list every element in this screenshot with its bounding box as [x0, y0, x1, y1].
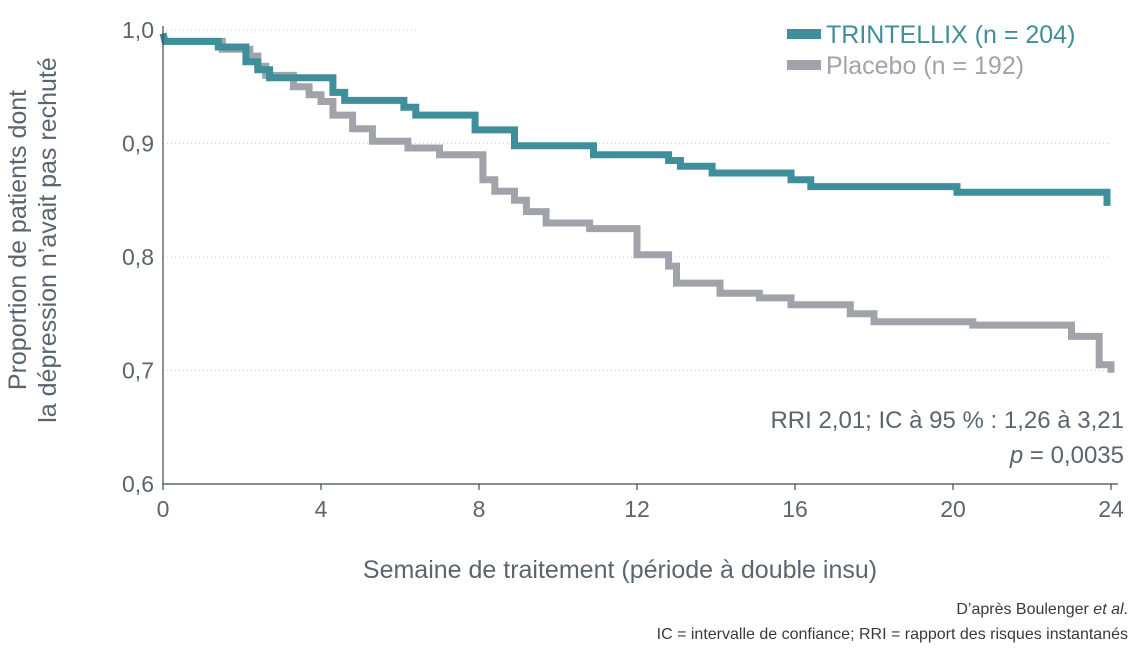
- y-tick-label-4: 1,0: [122, 17, 154, 43]
- legend-swatch-placebo: [787, 60, 821, 70]
- grid-lines: [163, 29, 1111, 371]
- p-value-annotation: p = 0,0035: [1009, 442, 1124, 469]
- abbreviations-footnote: IC = intervalle de confiance; RRI = rapp…: [657, 626, 1128, 643]
- x-tick-label-1: 4: [315, 496, 328, 522]
- y-axis-title-line-2: la dépression n’avait pas rechuté: [34, 57, 62, 423]
- y-tick-label-2: 0,8: [122, 244, 154, 270]
- x-axis-title: Semaine de traitement (période à double …: [363, 556, 877, 584]
- legend-label-placebo: Placebo (n = 192): [826, 52, 1024, 80]
- source-footnote-prefix: D’après Boulenger: [956, 601, 1093, 618]
- legend: TRINTELLIX (n = 204) Placebo (n = 192): [787, 21, 1075, 80]
- x-tick-label-2: 8: [473, 496, 486, 522]
- y-axis-ticks: 0,6 0,7 0,8 0,9 1,0: [122, 17, 154, 497]
- trintellix-line: [159, 32, 1111, 206]
- p-value-text: = 0,0035: [1023, 442, 1124, 469]
- source-footnote-italic: et al: [1093, 601, 1124, 618]
- x-tick-label-6: 24: [1098, 496, 1124, 522]
- placebo-line: [163, 37, 1115, 373]
- legend-swatch-trintellix: [787, 29, 821, 39]
- series-lines: [159, 32, 1115, 373]
- source-footnote-suffix: .: [1124, 601, 1128, 618]
- p-value-symbol: p: [1009, 442, 1023, 469]
- x-tick-label-3: 12: [624, 496, 650, 522]
- legend-label-trintellix: TRINTELLIX (n = 204): [826, 21, 1075, 49]
- x-tick-label-5: 20: [940, 496, 966, 522]
- axes: [162, 26, 1118, 485]
- source-footnote: D’après Boulenger et al.: [956, 601, 1128, 618]
- y-tick-label-0: 0,6: [122, 471, 154, 497]
- y-tick-label-3: 0,9: [122, 131, 154, 157]
- y-axis-title-line-1: Proportion de patients dont: [4, 90, 32, 390]
- x-axis-ticks: 0 4 8 12 16 20 24: [157, 484, 1124, 522]
- y-tick-label-1: 0,7: [122, 358, 154, 384]
- x-tick-label-0: 0: [157, 496, 170, 522]
- hazard-ratio-annotation: RRI 2,01; IC à 95 % : 1,26 à 3,21: [770, 407, 1124, 434]
- x-tick-label-4: 16: [782, 496, 808, 522]
